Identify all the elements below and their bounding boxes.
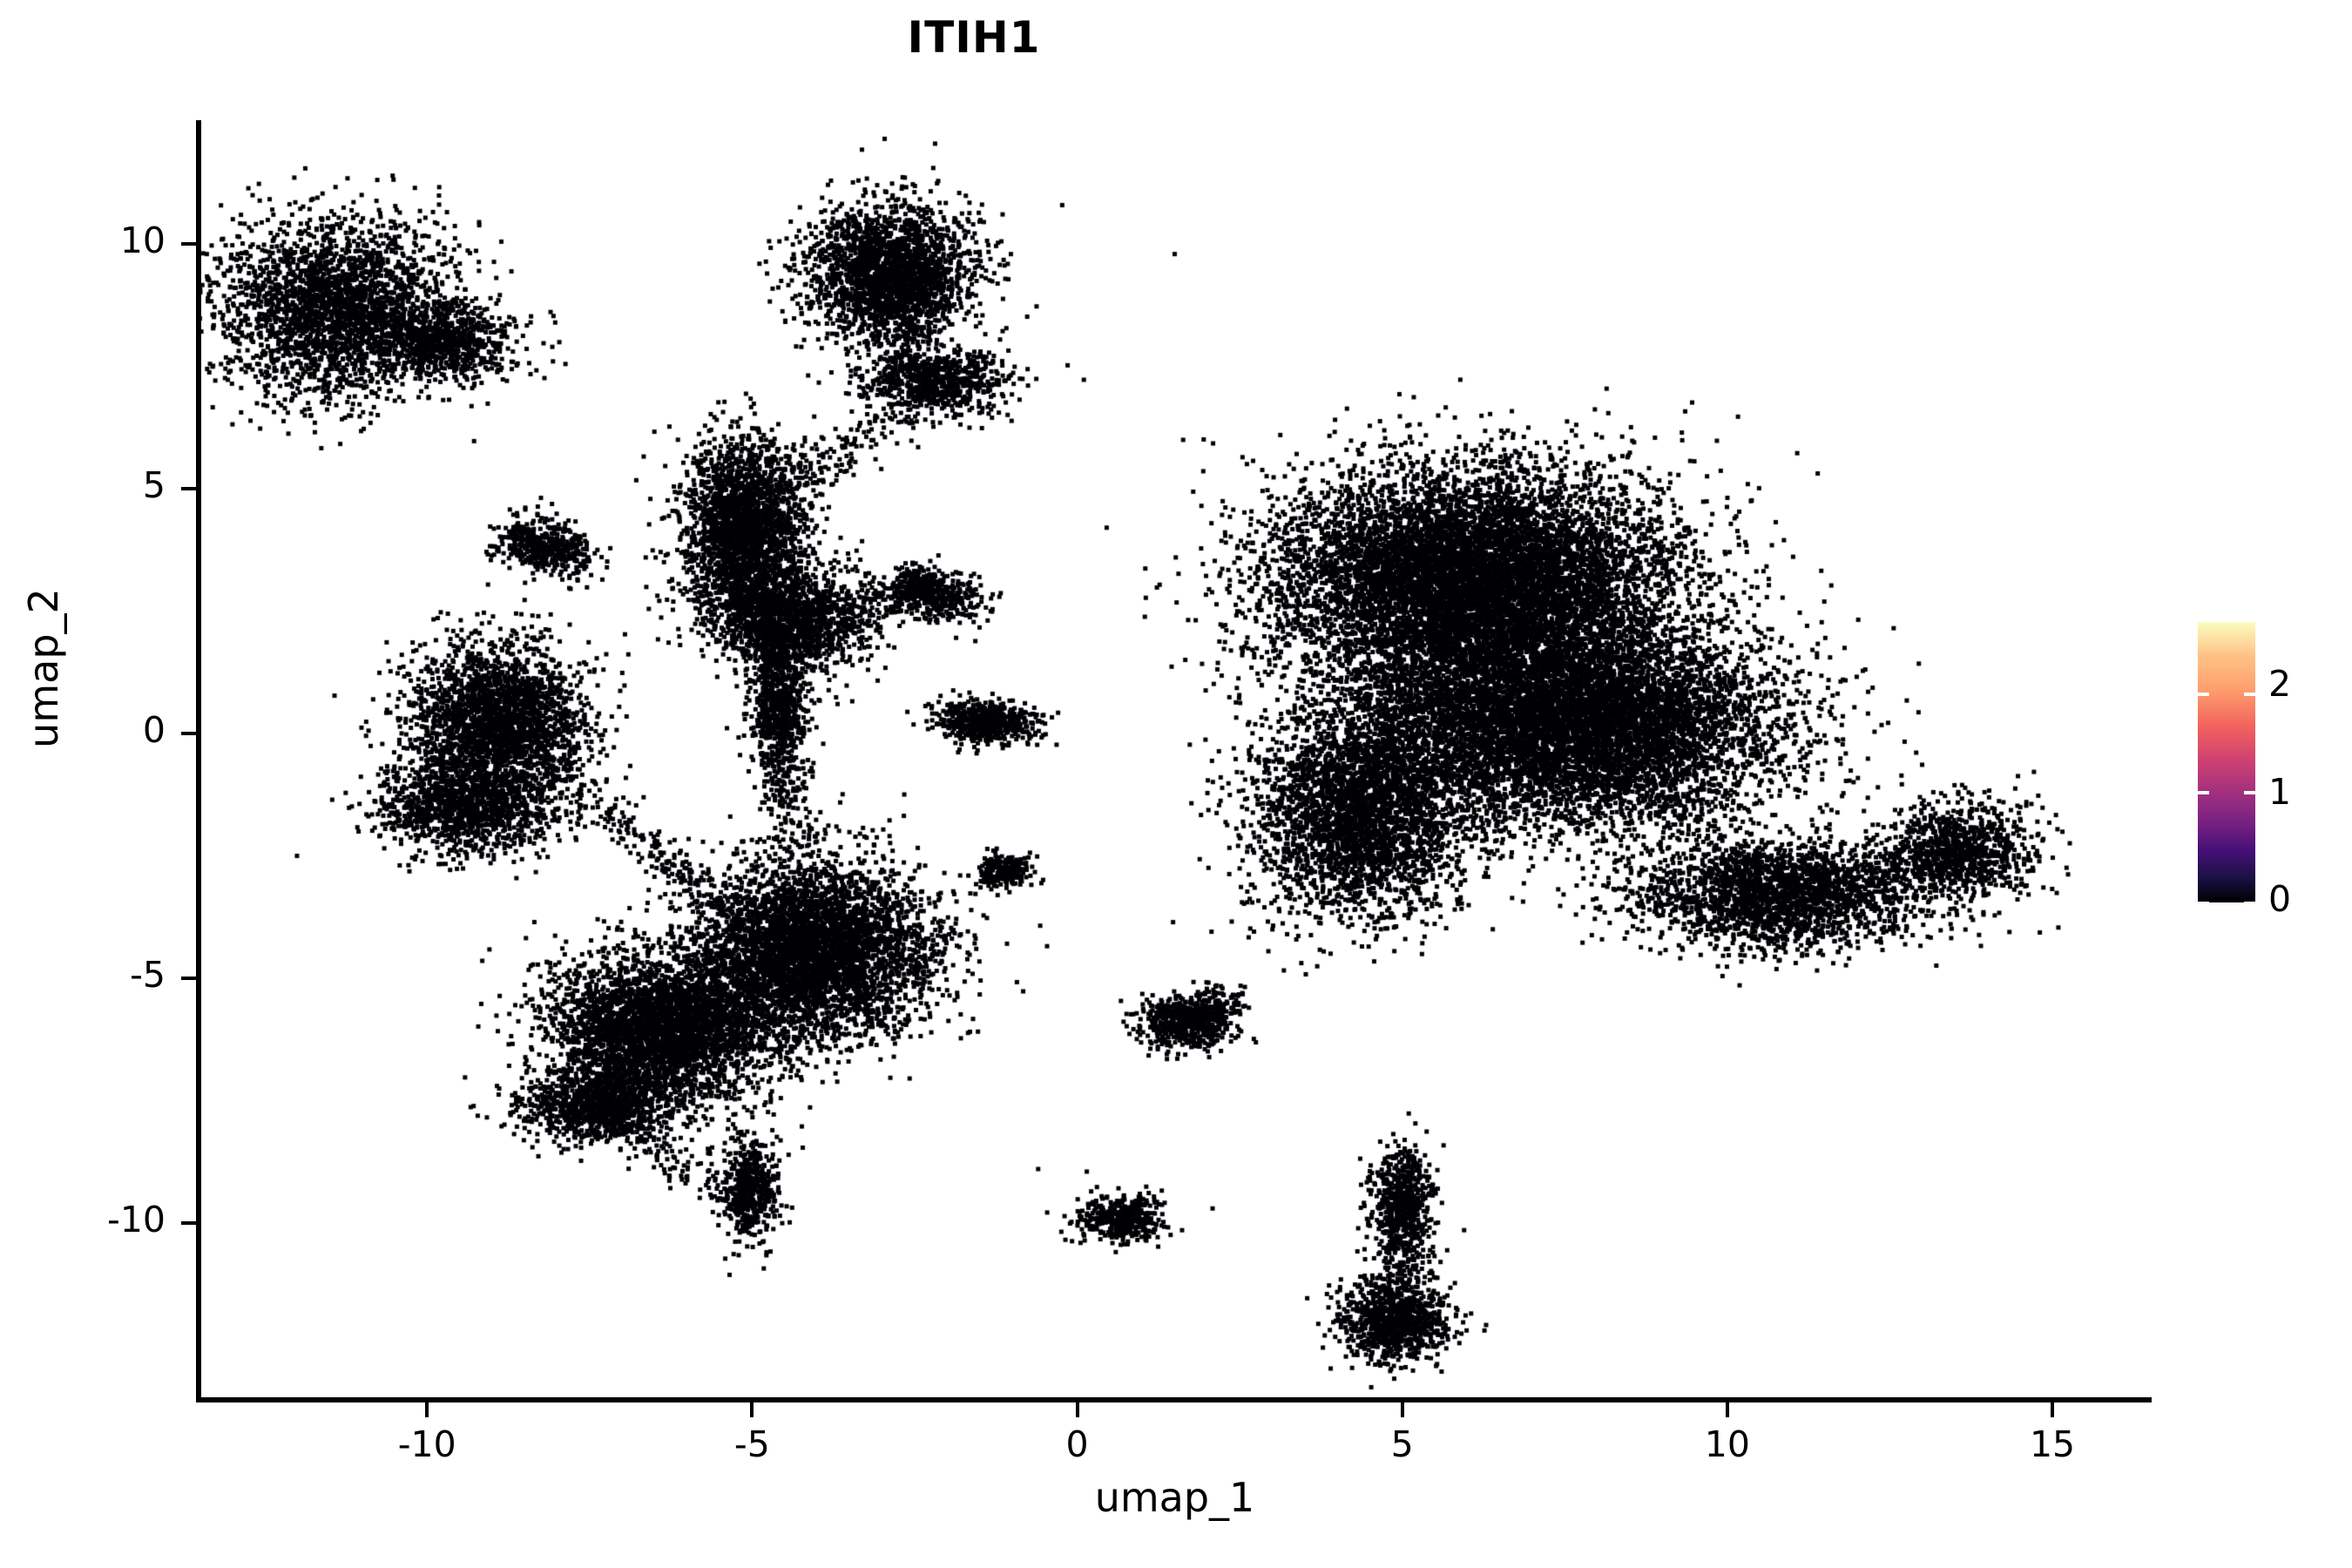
x-tick-mark bbox=[425, 1402, 429, 1417]
y-tick-label: -10 bbox=[107, 1198, 166, 1240]
colorbar-tick-1-right bbox=[2244, 791, 2255, 794]
plot-title: ITIH1 bbox=[907, 12, 1041, 63]
scatter-plot-area[interactable] bbox=[199, 122, 2150, 1399]
x-tick-label: 0 bbox=[1065, 1423, 1089, 1465]
x-tick-mark bbox=[750, 1402, 754, 1417]
x-tick-mark bbox=[1075, 1402, 1079, 1417]
x-tick-mark bbox=[2051, 1402, 2055, 1417]
x-tick-label: 15 bbox=[2029, 1423, 2076, 1465]
x-tick-label: -5 bbox=[733, 1423, 770, 1465]
colorbar-tick-label: 2 bbox=[2268, 663, 2292, 706]
colorbar-tick-label: 1 bbox=[2268, 770, 2292, 813]
y-tick-label: -5 bbox=[130, 953, 166, 996]
umap-scatter-canvas[interactable] bbox=[199, 122, 2150, 1399]
y-tick-mark bbox=[181, 732, 196, 736]
colorbar-tick-2-left bbox=[2198, 693, 2209, 696]
y-axis-spine bbox=[196, 120, 201, 1402]
y-tick-mark bbox=[181, 242, 196, 247]
y-tick-label: 5 bbox=[142, 464, 166, 507]
y-tick-label: 10 bbox=[119, 220, 166, 262]
x-tick-label: 10 bbox=[1704, 1423, 1750, 1465]
y-tick-label: 0 bbox=[142, 709, 166, 752]
colorbar-gradient bbox=[2198, 622, 2255, 902]
x-tick-label: -10 bbox=[397, 1423, 456, 1465]
y-tick-mark bbox=[181, 1220, 196, 1225]
y-axis-label: umap_2 bbox=[20, 588, 67, 748]
x-tick-mark bbox=[1725, 1402, 1729, 1417]
colorbar-tick-0-mark bbox=[2209, 898, 2244, 902]
x-axis-label: umap_1 bbox=[1094, 1474, 1255, 1521]
colorbar-tick-label: 0 bbox=[2268, 878, 2292, 920]
x-axis-spine bbox=[196, 1397, 2152, 1402]
y-tick-mark bbox=[181, 976, 196, 980]
x-tick-mark bbox=[1400, 1402, 1404, 1417]
x-tick-label: 5 bbox=[1390, 1423, 1414, 1465]
y-tick-mark bbox=[181, 487, 196, 491]
colorbar-tick-1-left bbox=[2198, 791, 2209, 794]
colorbar-tick-2-right bbox=[2244, 693, 2255, 696]
